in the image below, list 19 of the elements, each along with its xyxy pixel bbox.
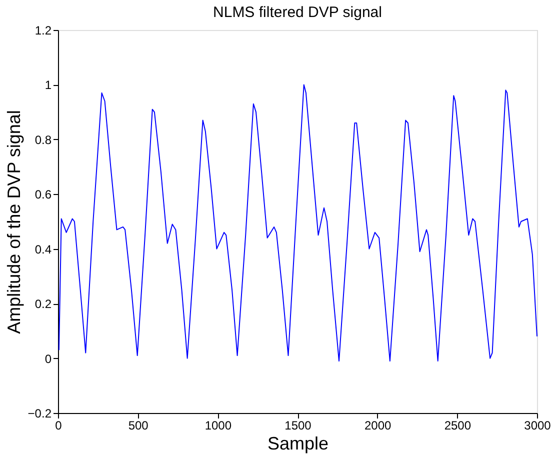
x-tick-label: 3000 [524, 418, 552, 432]
line-series [58, 84, 538, 362]
x-tick-label: 500 [128, 418, 149, 432]
y-tick-label: 0.8 [34, 132, 52, 147]
y-axis-title: Amplitude of the DVP signal [4, 110, 24, 334]
x-tick-label: 1000 [204, 418, 232, 432]
x-tick-label: 1500 [284, 418, 312, 432]
x-axis-title: Sample [267, 434, 329, 454]
y-tick-label: 1.2 [34, 24, 52, 38]
y-tick-label: 1 [44, 78, 52, 92]
y-tick-label: −0.2 [28, 406, 52, 420]
x-tick-label: 2500 [444, 418, 472, 432]
y-tick-label: 0.2 [34, 297, 52, 312]
x-tick-label: 0 [55, 418, 62, 432]
chart-title: NLMS filtered DVP signal [213, 4, 382, 21]
y-tick-label: 0 [44, 352, 52, 366]
x-tick-label: 2000 [364, 418, 392, 432]
y-tick-label: 0.6 [34, 188, 52, 202]
y-tick-label: 0.4 [34, 242, 52, 256]
